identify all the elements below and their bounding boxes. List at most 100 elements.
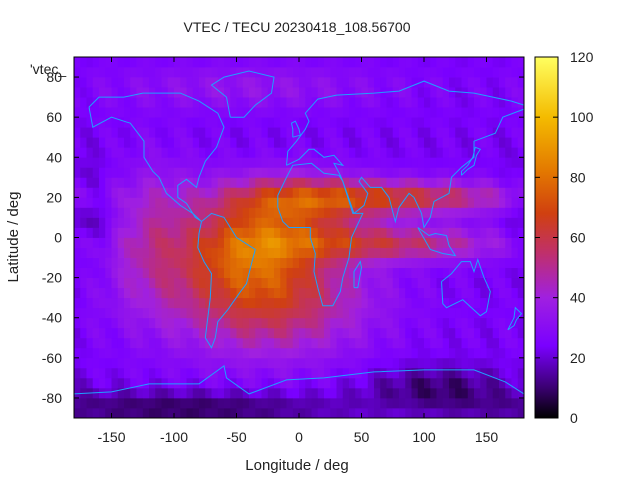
heatmap-cell [261,337,269,349]
heatmap-cell [392,327,400,339]
heatmap-cell [199,337,206,349]
heatmap-cell [180,207,187,218]
heatmap-cell [386,337,394,349]
heatmap-cell [467,357,475,369]
heatmap-cell [249,277,256,289]
heatmap-cell [299,287,306,299]
heatmap-cell [374,367,381,379]
heatmap-cell [430,307,437,319]
heatmap-cell [330,227,337,238]
heatmap-cell [349,237,356,248]
heatmap-cell [461,377,469,389]
heatmap-cell [374,177,381,188]
heatmap-cell [186,407,194,419]
heatmap-cell [374,187,381,198]
heatmap-cell [99,317,106,329]
heatmap-cell [511,397,519,409]
heatmap-cell [192,77,200,88]
heatmap-cell [424,307,431,319]
heatmap-cell [286,297,294,309]
heatmap-cell [474,87,481,98]
heatmap-cell [374,397,381,409]
heatmap-cell [367,317,375,329]
heatmap-cell [92,397,100,409]
heatmap-cell [242,327,250,339]
heatmap-cell [436,207,444,218]
heatmap-cell [517,277,525,289]
heatmap-cell [149,407,156,419]
heatmap-cell [74,397,81,409]
heatmap-cell [155,317,162,329]
heatmap-cell [361,137,369,148]
heatmap-cell [336,307,344,319]
heatmap-cell [505,357,512,369]
heatmap-cell [124,397,131,409]
heatmap-cell [149,117,156,128]
heatmap-cell [405,57,412,68]
heatmap-cell [292,107,300,118]
heatmap-cell [74,337,81,349]
heatmap-cell [249,207,256,218]
heatmap-cell [349,97,356,108]
coastlines [73,70,525,395]
heatmap-cell [205,177,212,188]
heatmap-cell [274,97,281,108]
heatmap-cell [80,287,87,299]
heatmap-cell [249,247,256,258]
heatmap-cell [380,287,387,299]
heatmap-cell [449,207,456,218]
heatmap-cell [255,287,262,299]
heatmap-cell [374,97,381,108]
heatmap-cell [186,157,194,168]
heatmap-cell [455,207,462,218]
heatmap-cell [305,377,312,389]
heatmap-cell [392,347,400,359]
heatmap-cell [111,287,119,299]
heatmap-cell [142,227,150,238]
heatmap-cell [242,207,250,218]
heatmap-cell [274,67,281,78]
heatmap-cell [149,107,156,118]
heatmap-cell [211,407,219,419]
heatmap-cell [361,347,369,359]
heatmap-cell [155,327,162,339]
heatmap-cell [224,117,231,128]
heatmap-cell [342,377,350,389]
heatmap-cell [74,187,81,198]
heatmap-cell [111,197,119,208]
heatmap-cell [461,77,469,88]
heatmap-cell [224,227,231,238]
heatmap-cell [274,277,281,289]
heatmap-cell [305,127,312,138]
heatmap-cell [261,167,269,178]
heatmap-cell [342,157,350,168]
heatmap-cell [130,297,137,309]
heatmap-cell [311,177,319,188]
heatmap-cell [86,327,94,339]
heatmap-cell [86,247,94,258]
heatmap-cell [474,107,481,118]
heatmap-cell [124,87,131,98]
heatmap-cell [299,407,306,419]
heatmap-cell [442,327,450,339]
heatmap-cell [305,237,312,248]
heatmap-cell [99,197,106,208]
heatmap-cell [405,387,412,399]
heatmap-cell [311,137,319,148]
heatmap-cell [324,367,331,379]
heatmap-cell [461,397,469,409]
heatmap-cell [480,217,487,228]
heatmap-cell [286,97,294,108]
heatmap-cell [505,157,512,168]
heatmap-cell [199,107,206,118]
heatmap-cell [499,267,506,279]
heatmap-cell [474,327,481,339]
heatmap-cell [399,67,406,78]
heatmap-cell [161,67,169,78]
heatmap-cell [92,357,100,369]
heatmap-cell [311,57,319,68]
heatmap-cell [167,337,175,349]
heatmap-cell [211,97,219,108]
heatmap-cell [274,247,281,258]
